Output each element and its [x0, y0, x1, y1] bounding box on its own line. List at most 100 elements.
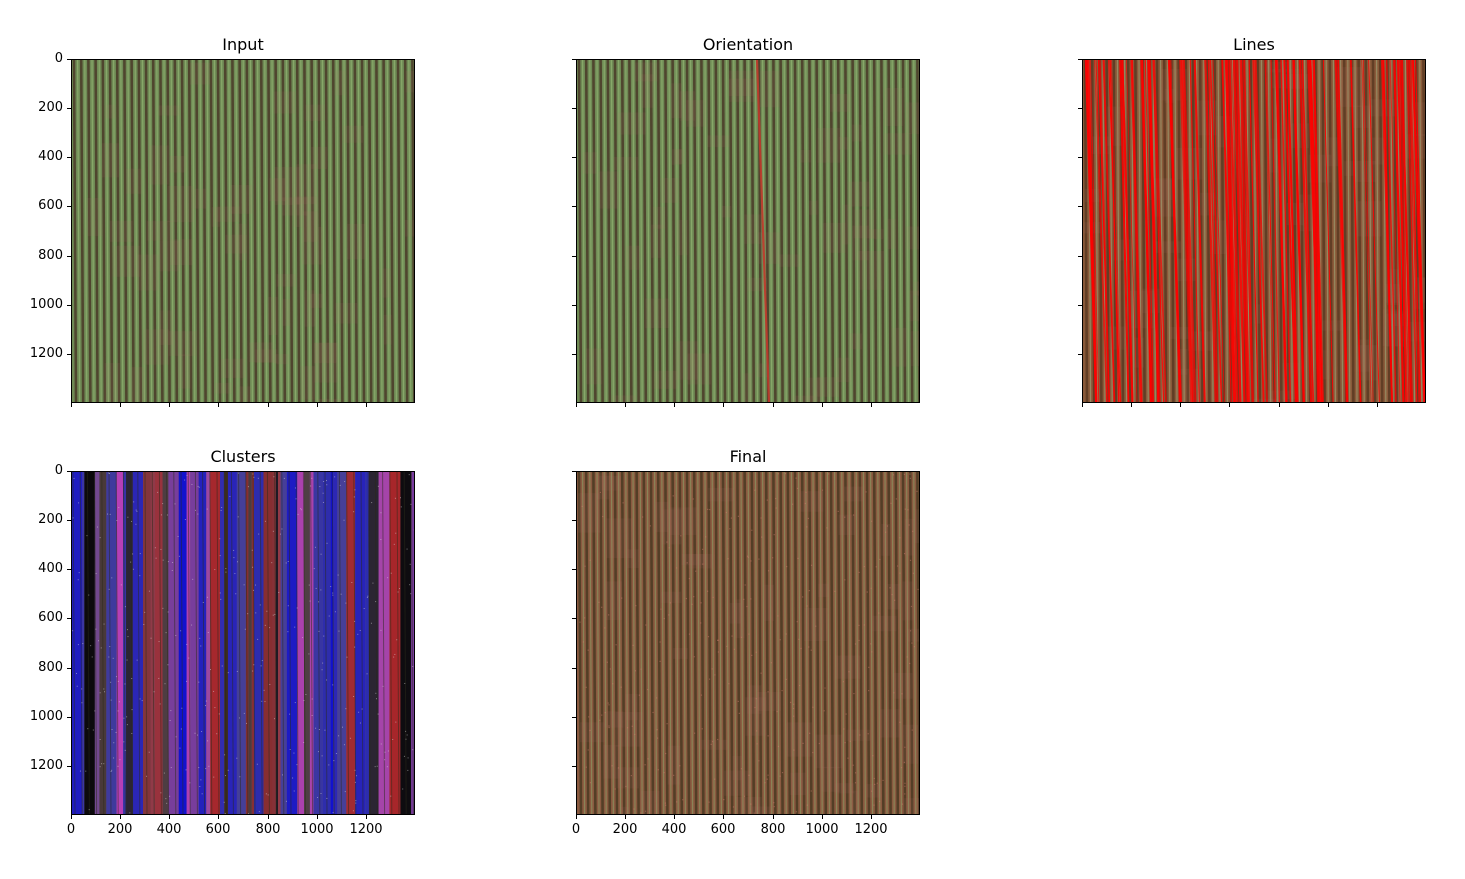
ytick-lines-1200: [1078, 354, 1082, 355]
xtick-lines-0: [1082, 403, 1083, 407]
xtick-input-1200: [366, 403, 367, 407]
xtick-label-clusters-200: 200: [107, 822, 133, 837]
panel-title-final: Final: [729, 447, 767, 466]
ytick-label-input-200: 200: [38, 100, 63, 115]
ytick-label-clusters-600: 600: [38, 610, 63, 625]
xtick-label-clusters-0: 0: [66, 822, 76, 837]
xtick-lines-1000: [1328, 403, 1329, 407]
image-lines: [1082, 59, 1426, 403]
panel-lines: Lines: [1078, 35, 1426, 407]
xtick-label-clusters-600: 600: [205, 822, 231, 837]
xtick-label-final-200: 200: [612, 822, 638, 837]
xtick-label-final-1000: 1000: [805, 822, 839, 837]
xtick-clusters-0: [71, 815, 72, 819]
ytick-label-input-0: 0: [54, 51, 63, 66]
panel-title-orientation: Orientation: [702, 35, 794, 54]
ytick-orientation-0: [572, 59, 576, 60]
ytick-label-input-400: 400: [38, 149, 63, 164]
xtick-clusters-1000: [317, 815, 318, 819]
ytick-orientation-400: [572, 157, 576, 158]
panel-title-input: Input: [222, 35, 264, 54]
xtick-lines-200: [1131, 403, 1132, 407]
ytick-lines-600: [1078, 206, 1082, 207]
xtick-orientation-600: [723, 403, 724, 407]
xtick-orientation-1200: [871, 403, 872, 407]
xtick-input-800: [268, 403, 269, 407]
ytick-input-800: [67, 256, 71, 257]
xtick-final-1200: [871, 815, 872, 819]
image-final: [576, 471, 920, 815]
ytick-orientation-1200: [572, 354, 576, 355]
ytick-input-600: [67, 206, 71, 207]
ytick-input-1200: [67, 354, 71, 355]
ytick-label-clusters-400: 400: [38, 561, 63, 576]
xtick-label-clusters-800: 800: [255, 822, 281, 837]
ytick-final-1200: [572, 766, 576, 767]
xtick-label-clusters-1000: 1000: [300, 822, 334, 837]
xtick-input-1000: [317, 403, 318, 407]
panel-title-lines: Lines: [1233, 35, 1275, 54]
ytick-final-400: [572, 569, 576, 570]
xtick-label-clusters-400: 400: [156, 822, 182, 837]
xtick-orientation-1000: [822, 403, 823, 407]
ytick-lines-200: [1078, 108, 1082, 109]
xtick-input-600: [218, 403, 219, 407]
xtick-label-final-800: 800: [760, 822, 786, 837]
ytick-label-clusters-1200: 1200: [29, 758, 63, 773]
xtick-final-200: [625, 815, 626, 819]
ytick-lines-800: [1078, 256, 1082, 257]
panel-clusters: Clusters 0 200 400 600 800 1000 1200 0 200 400 600 8…: [30, 447, 415, 837]
xtick-orientation-400: [674, 403, 675, 407]
ytick-label-input-1200: 1200: [29, 346, 63, 361]
xtick-lines-400: [1180, 403, 1181, 407]
ytick-orientation-800: [572, 256, 576, 257]
ytick-label-input-600: 600: [38, 198, 63, 213]
xtick-orientation-0: [576, 403, 577, 407]
ytick-lines-400: [1078, 157, 1082, 158]
ytick-clusters-1000: [67, 717, 71, 718]
panel-final: Final 0 200 400 600 800 1000 1200: [572, 447, 920, 837]
ytick-label-input-800: 800: [38, 248, 63, 263]
xtick-label-final-0: 0: [571, 822, 581, 837]
ytick-input-400: [67, 157, 71, 158]
ytick-lines-1000: [1078, 305, 1082, 306]
ytick-clusters-0: [67, 471, 71, 472]
ytick-orientation-200: [572, 108, 576, 109]
xtick-input-0: [71, 403, 72, 407]
ytick-clusters-400: [67, 569, 71, 570]
ytick-final-1000: [572, 717, 576, 718]
ytick-input-200: [67, 108, 71, 109]
xtick-final-600: [723, 815, 724, 819]
xtick-orientation-800: [773, 403, 774, 407]
xtick-lines-600: [1229, 403, 1230, 407]
xtick-final-1000: [822, 815, 823, 819]
ytick-lines-0: [1078, 59, 1082, 60]
ytick-clusters-800: [67, 668, 71, 669]
image-orientation: [576, 59, 920, 403]
ytick-orientation-1000: [572, 305, 576, 306]
ytick-orientation-600: [572, 206, 576, 207]
xtick-clusters-400: [169, 815, 170, 819]
ytick-label-clusters-800: 800: [38, 660, 63, 675]
ytick-final-800: [572, 668, 576, 669]
ytick-clusters-1200: [67, 766, 71, 767]
xtick-label-final-600: 600: [710, 822, 736, 837]
xtick-final-0: [576, 815, 577, 819]
ytick-label-clusters-0: 0: [54, 463, 63, 478]
xtick-clusters-800: [268, 815, 269, 819]
xtick-clusters-1200: [366, 815, 367, 819]
xtick-input-400: [169, 403, 170, 407]
ytick-final-600: [572, 618, 576, 619]
ytick-final-0: [572, 471, 576, 472]
xtick-input-200: [120, 403, 121, 407]
xtick-label-final-1200: 1200: [854, 822, 888, 837]
ytick-input-0: [67, 59, 71, 60]
ytick-label-clusters-200: 200: [38, 512, 63, 527]
xtick-final-400: [674, 815, 675, 819]
ytick-final-200: [572, 520, 576, 521]
image-clusters: [71, 471, 415, 815]
xtick-final-800: [773, 815, 774, 819]
ytick-clusters-200: [67, 520, 71, 521]
xtick-clusters-200: [120, 815, 121, 819]
xtick-label-clusters-1200: 1200: [349, 822, 383, 837]
